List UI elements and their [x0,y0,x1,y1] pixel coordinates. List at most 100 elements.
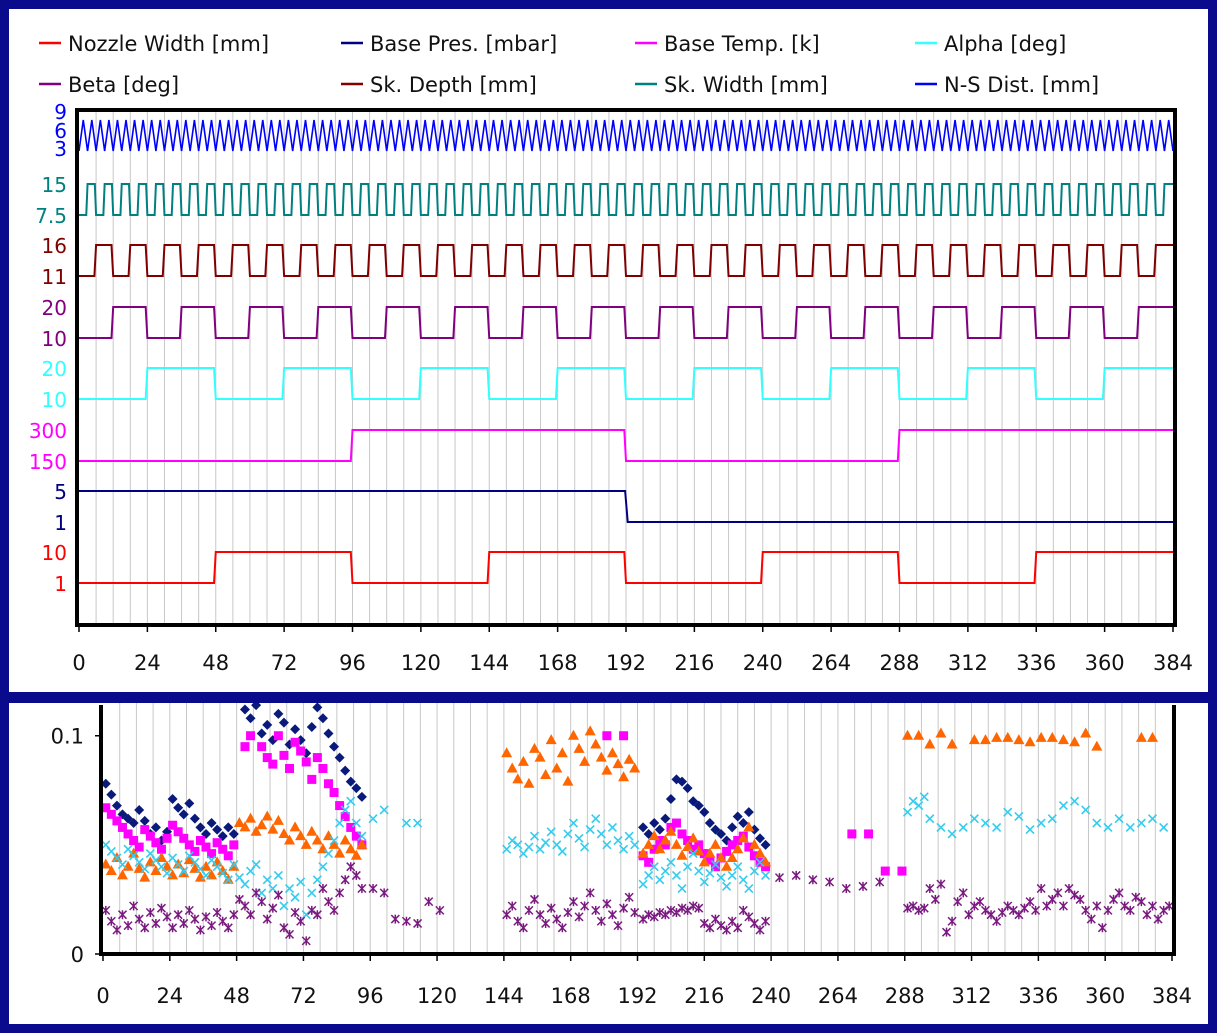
data-point-diamond [738,818,749,829]
series-line-width [79,183,1173,216]
data-point-x [727,870,737,880]
data-point-triangle [1024,736,1036,747]
data-point-star [941,927,952,937]
data-point-triangle [595,751,607,762]
data-point-square [897,866,907,876]
data-point-x [140,864,150,874]
data-point-diamond [716,828,727,839]
data-point-triangle [584,725,596,736]
tick-label-depth: 16 [42,234,67,258]
data-point-triangle [245,812,257,823]
data-point-diamond [660,813,671,824]
data-point-triangle [991,731,1003,742]
data-point-square [184,840,194,850]
data-point-star [1114,888,1124,898]
data-point-x [655,875,665,885]
data-point-star [284,929,295,939]
data-point-triangle [1035,731,1047,742]
data-point-star [502,910,512,920]
data-point-triangle [618,771,630,782]
x-tick-label: 384 [1153,651,1193,675]
data-point-square [262,753,272,763]
data-point-star [134,914,144,924]
data-point-star [507,901,517,911]
data-point-square [195,836,205,846]
data-point-diamond [306,722,317,733]
x-tick-label: 96 [339,651,366,675]
data-point-triangle [1046,731,1058,742]
legend-label: Sk. Width [mm] [664,73,828,97]
data-point-star [546,903,556,913]
data-point-star [112,925,122,935]
data-point-star [1036,883,1046,894]
data-point-star [903,903,913,913]
data-point-triangle [601,764,613,775]
data-point-star [638,914,648,924]
data-point-square [162,833,172,843]
data-point-star [357,883,367,894]
data-point-diamond [173,802,184,813]
data-point-star [413,918,423,928]
legend-item-alpha: Alpha [deg] [915,32,1066,56]
data-point-x [596,829,606,839]
bottom-plot-frame [99,705,1176,956]
data-point-x [1014,811,1024,822]
data-point-x [346,796,356,806]
data-point-x [919,792,929,802]
data-point-x [1070,796,1080,806]
data-point-star [145,907,155,918]
legend-item-ns: N-S Dist. [mm] [915,73,1099,97]
data-point-diamond [704,818,715,829]
data-point-x [624,831,634,841]
data-point-triangle [737,832,749,843]
data-point-triangle [709,838,721,849]
data-point-diamond [239,704,250,715]
legend-item-width: Sk. Width [mm] [635,73,828,97]
data-point-x [524,842,534,852]
data-point-star [290,907,300,918]
data-point-star [307,905,317,915]
data-point-star [716,921,726,931]
data-point-x [357,831,367,841]
data-point-square [240,742,250,752]
data-point-x [223,875,233,885]
data-point-star [875,877,885,887]
data-point-diamond [334,752,345,763]
x-tick-label: 264 [818,984,858,1008]
data-point-star [649,912,659,922]
x-tick-label: 144 [469,651,509,675]
data-point-star [958,888,968,898]
data-point-x [541,838,551,848]
x-tick-label: 360 [1085,651,1125,675]
data-point-x [1136,818,1146,828]
data-point-x [602,840,612,850]
data-point-x [980,818,991,828]
data-point-star [722,925,732,935]
data-point-x [296,877,306,887]
data-point-x [557,846,567,856]
data-point-diamond [128,818,139,829]
data-point-x [117,859,128,870]
data-point-star [677,903,687,913]
data-point-x [969,814,979,824]
tick-label-width: 15 [42,173,67,197]
data-point-square [346,822,356,832]
x-tick-label: 216 [674,651,714,675]
data-point-square [323,779,333,789]
data-point-star [351,870,361,880]
data-point-triangle [721,860,733,871]
x-axis-ticks: 0 24 48 72 96 120 144 168 192 216 240 264 288 312 336 3… [96,954,1192,1008]
data-point-triangle [1057,734,1069,745]
data-point-diamond [245,713,256,724]
data-point-diamond [699,807,710,818]
data-point-x [162,868,172,878]
legend-label: Nozzle Width [mm] [68,32,269,56]
data-point-square [694,840,704,850]
data-point-star [201,912,211,922]
data-point-square [145,831,155,841]
data-point-x [401,818,412,828]
data-point-x [644,870,654,880]
data-point-x [925,814,935,824]
data-point-diamond [665,794,676,805]
data-point-star [101,905,111,915]
